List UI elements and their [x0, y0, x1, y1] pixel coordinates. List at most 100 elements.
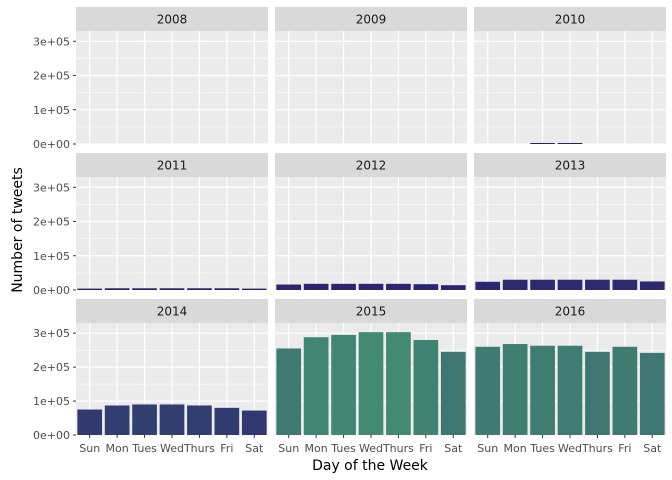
bar-2016-Wed — [557, 345, 583, 435]
bar-2012-Mon — [303, 283, 329, 290]
bar-2011-Sat — [241, 288, 267, 290]
facet-label: 2013 — [555, 159, 586, 173]
bar-2016-Fri — [612, 346, 638, 435]
facet-label: 2014 — [157, 305, 188, 319]
bar-2010-Tues — [530, 143, 555, 144]
x-tick-label: Thurs — [581, 442, 613, 455]
facet-2016: 2016 Sun Mon Tues Wed Thurs Fri Sat — [474, 299, 666, 455]
bar-2016-Tues — [530, 345, 555, 435]
bar-2016-Sat — [639, 352, 665, 435]
bar-2011-Thurs — [187, 288, 212, 290]
bar-2011-Fri — [214, 288, 240, 290]
x-tick-label: Fri — [220, 442, 233, 455]
x-tick-label: Thurs — [382, 442, 414, 455]
bar-2010-Wed — [557, 143, 583, 144]
bar-2012-Fri — [413, 284, 439, 290]
facet-label: 2011 — [157, 159, 188, 173]
bar-2014-Tues — [132, 404, 157, 435]
facet-2008: 2008 0e+00 1e+05 2e+05 3e+05 — [33, 7, 268, 151]
x-tick-label: Fri — [419, 442, 432, 455]
bar-2011-Wed — [159, 288, 185, 290]
bar-2012-Sat — [440, 285, 466, 290]
bar-2014-Thurs — [187, 405, 212, 435]
bar-2012-Wed — [358, 283, 384, 290]
bar-2014-Sun — [77, 409, 103, 435]
bar-2013-Wed — [557, 279, 583, 290]
x-tick-label: Sat — [643, 442, 662, 455]
bar-2013-Mon — [502, 279, 528, 290]
x-tick-label: Mon — [305, 442, 328, 455]
bar-2015-Mon — [303, 337, 329, 435]
facet-strip — [76, 7, 268, 31]
bar-2011-Mon — [104, 288, 130, 290]
facet-strip — [275, 7, 467, 31]
bar-2012-Thurs — [386, 283, 411, 290]
y-tick-label: 1e+05 — [33, 395, 70, 408]
y-tick-label: 3e+05 — [33, 181, 70, 194]
facet-strip — [275, 299, 467, 323]
bar-2012-Tues — [331, 283, 356, 290]
y-tick-label: 3e+05 — [33, 35, 70, 48]
facet-strip — [76, 153, 268, 177]
x-tick-label: Wed — [160, 442, 184, 455]
x-tick-label: Mon — [106, 442, 129, 455]
y-tick-label: 0e+00 — [33, 429, 70, 442]
bar-2015-Fri — [413, 339, 439, 435]
bar-2011-Sun — [77, 288, 103, 290]
bar-2015-Sat — [440, 351, 466, 435]
facet-2014: 2014 0e+00 1e+05 2e+05 3e+05 Sun Mon Tues Wed Thu… — [33, 299, 268, 455]
facet-2011: 2011 0e+00 1e+05 2e+05 3e+05 — [33, 153, 268, 297]
facet-2015: 2015 Sun Mon Tues Wed Thurs Fri Sat — [275, 299, 467, 455]
facet-2012: 2012 — [275, 153, 467, 291]
bar-2013-Fri — [612, 279, 638, 290]
y-axis-title: Number of tweets — [10, 167, 26, 293]
facet-strip — [76, 299, 268, 323]
facet-2009: 2009 — [275, 7, 467, 145]
y-tick-label: 2e+05 — [33, 216, 70, 229]
x-tick-label: Sun — [278, 442, 299, 455]
bar-2015-Thurs — [386, 332, 411, 435]
x-tick-label: Sat — [245, 442, 264, 455]
facet-strip — [275, 153, 467, 177]
bar-2014-Mon — [104, 405, 130, 435]
bar-2012-Sun — [276, 284, 302, 290]
x-tick-label: Wed — [359, 442, 383, 455]
facet-label: 2010 — [555, 13, 586, 27]
facet-label: 2012 — [356, 159, 387, 173]
y-tick-label: 1e+05 — [33, 250, 70, 263]
bar-2016-Thurs — [585, 351, 610, 435]
y-tick-label: 2e+05 — [33, 70, 70, 83]
x-tick-label: Mon — [504, 442, 527, 455]
facet-label: 2009 — [356, 13, 387, 27]
x-tick-label: Wed — [558, 442, 582, 455]
x-tick-label: Tues — [330, 442, 356, 455]
y-tick-label: 2e+05 — [33, 361, 70, 374]
bar-2014-Sat — [241, 410, 267, 435]
facet-strip — [474, 7, 666, 31]
x-tick-label: Fri — [618, 442, 631, 455]
facet-label: 2008 — [157, 13, 188, 27]
facet-label: 2016 — [555, 305, 586, 319]
x-tick-label: Sun — [79, 442, 100, 455]
facet-2013: 2013 — [474, 153, 666, 291]
bar-2016-Mon — [502, 344, 528, 435]
bar-2013-Thurs — [585, 279, 610, 290]
x-tick-label: Tues — [529, 442, 555, 455]
x-tick-label: Thurs — [183, 442, 215, 455]
bar-2013-Sat — [639, 281, 665, 290]
y-tick-label: 3e+05 — [33, 327, 70, 340]
bar-2015-Sun — [276, 348, 302, 435]
facet-strip — [474, 153, 666, 177]
bar-2013-Sun — [475, 281, 501, 290]
y-tick-label: 0e+00 — [33, 284, 70, 297]
facet-label: 2015 — [356, 305, 387, 319]
x-axis-title: Day of the Week — [312, 458, 429, 474]
bar-2015-Tues — [331, 334, 356, 435]
y-tick-label: 0e+00 — [33, 138, 70, 151]
y-tick-label: 1e+05 — [33, 104, 70, 117]
bar-2013-Tues — [530, 279, 555, 290]
bar-2011-Tues — [132, 288, 157, 290]
facet-strip — [474, 299, 666, 323]
bar-2014-Wed — [159, 404, 185, 435]
